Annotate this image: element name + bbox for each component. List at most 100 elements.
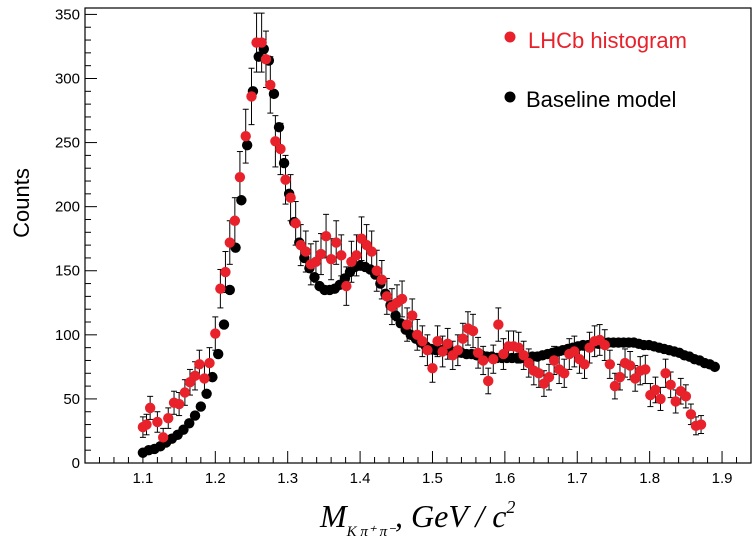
- lhcb-point: [427, 362, 438, 374]
- y-tick-label: 200: [55, 199, 80, 216]
- legend-label-baseline: Baseline model: [526, 87, 676, 112]
- lhcb-point: [457, 333, 469, 344]
- lhcb-point: [325, 254, 337, 265]
- lhcb-point: [498, 348, 509, 360]
- lhcb-point: [417, 336, 428, 347]
- x-axis: 1.1 1.2 1.3 1.4 1.5 1.6 1.7 1.8 1.9: [84, 451, 738, 487]
- x-tick-label: 1.9: [712, 470, 733, 487]
- x-tick-label: 1.8: [639, 470, 660, 487]
- x-tick-label: 1.7: [567, 470, 588, 487]
- lhcb-point: [260, 54, 272, 65]
- baseline-point: [201, 388, 212, 399]
- lhcb-point: [300, 246, 311, 257]
- lhcb-point: [472, 347, 484, 358]
- lhcb-point: [256, 37, 267, 48]
- lhcb-point: [680, 391, 692, 402]
- x-axis-title: MK π⁺ π⁻, GeV / c2: [319, 497, 515, 540]
- y-axis: 0 50 100 150 200 250 300 350: [55, 6, 97, 472]
- baseline-point: [241, 139, 253, 151]
- lhcb-point: [315, 248, 327, 260]
- x-axis-title-subscript: K π⁺ π⁻: [346, 524, 396, 540]
- lhcb-point: [215, 283, 226, 294]
- lhcb-point: [144, 402, 156, 414]
- lhcb-point: [513, 342, 524, 353]
- lhcb-point: [376, 274, 388, 285]
- lhcb-point: [660, 368, 671, 379]
- legend-label-lhcb: LHCb histogram: [528, 28, 687, 53]
- y-axis-title: Counts: [9, 168, 34, 238]
- baseline-point: [273, 121, 285, 133]
- lhcb-point: [341, 280, 352, 292]
- legend-marker-baseline: [504, 91, 516, 103]
- y-tick-label: 0: [72, 455, 80, 472]
- lhcb-point: [488, 353, 499, 365]
- baseline-point: [278, 157, 290, 169]
- lhcb-point: [599, 339, 610, 351]
- y-tick-label: 350: [55, 6, 80, 23]
- baseline-point: [195, 401, 207, 412]
- lhcb-point: [670, 396, 681, 407]
- lhcb-point: [173, 398, 185, 410]
- lhcb-point: [442, 338, 453, 350]
- baseline-point: [213, 348, 224, 360]
- legend-marker-lhcb: [504, 31, 516, 43]
- y-tick-label: 300: [55, 70, 80, 87]
- lhcb-point: [275, 143, 286, 155]
- y-tick-label: 50: [63, 391, 80, 408]
- lhcb-point: [559, 368, 570, 379]
- x-tick-label: 1.4: [350, 470, 371, 487]
- lhcb-point: [246, 91, 257, 102]
- baseline-point: [390, 310, 401, 321]
- lhcb-point: [270, 136, 281, 147]
- lhcb-point: [569, 346, 580, 357]
- lhcb-point: [265, 79, 276, 91]
- lhcb-point: [199, 373, 210, 384]
- lhcb-point: [695, 419, 707, 430]
- x-axis-title-units: , GeV / c: [395, 498, 506, 534]
- lhcb-point: [685, 409, 697, 420]
- lhcb-point: [401, 319, 413, 330]
- lhcb-point: [629, 373, 641, 384]
- lhcb-point: [290, 218, 301, 229]
- lhcb-point: [371, 265, 382, 276]
- lhcb-point: [234, 171, 246, 183]
- lhcb-point: [523, 357, 534, 369]
- lhcb-point: [437, 346, 448, 357]
- y-tick-label: 150: [55, 263, 80, 280]
- baseline-point: [218, 319, 230, 330]
- lhcb-point: [285, 192, 296, 203]
- lhcb-point: [336, 250, 347, 261]
- lhcb-point: [330, 237, 342, 248]
- lhcb-point: [579, 359, 590, 370]
- x-tick-label: 1.3: [277, 470, 298, 487]
- lhcb-point: [624, 360, 636, 371]
- baseline-point: [189, 410, 201, 421]
- lhcb-point: [240, 130, 251, 142]
- lhcb-point: [220, 266, 231, 278]
- lhcb-point: [157, 432, 169, 443]
- baseline-point: [236, 195, 247, 206]
- baseline-point: [184, 418, 195, 429]
- baseline-point: [268, 88, 280, 100]
- lhcb-point: [320, 230, 332, 242]
- y-tick-label: 100: [55, 327, 80, 344]
- lhcb-point: [381, 291, 393, 302]
- baseline-point: [709, 361, 721, 373]
- lhcb-point: [614, 371, 626, 383]
- x-axis-title-base: M: [319, 498, 349, 534]
- lhcb-point: [452, 345, 464, 356]
- lhcb-point: [189, 370, 201, 382]
- lhcb-point: [604, 359, 616, 370]
- lhcb-point: [179, 387, 191, 398]
- lhcb-point: [229, 215, 241, 226]
- lhcb-point: [650, 384, 661, 396]
- lhcb-point: [351, 250, 362, 261]
- lhcb-point: [548, 355, 560, 366]
- legend: LHCb histogram Baseline model: [504, 28, 687, 112]
- lhcb-point: [518, 350, 529, 361]
- lhcb-point: [194, 359, 205, 370]
- x-tick-label: 1.2: [205, 470, 226, 487]
- lhcb-point: [493, 319, 504, 330]
- lhcb-point: [422, 345, 433, 356]
